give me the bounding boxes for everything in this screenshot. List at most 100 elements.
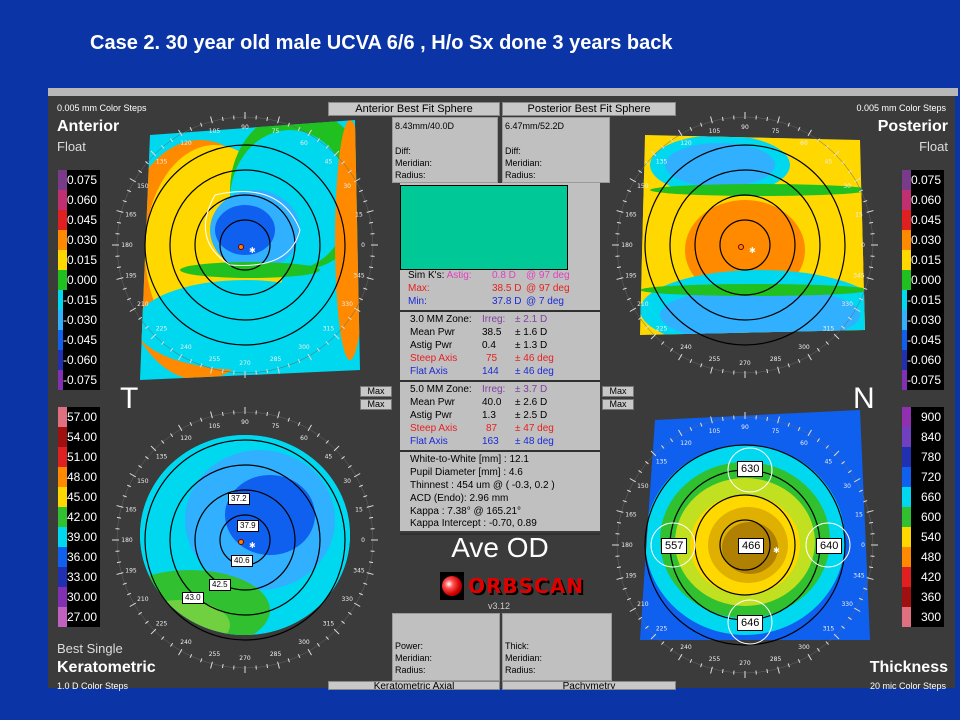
dial-label: 270	[739, 360, 751, 367]
astig-pwr-value: 1.3	[482, 409, 496, 421]
dial-tick	[266, 368, 269, 374]
dial-tick	[363, 200, 368, 203]
dial-label: 285	[770, 356, 782, 363]
scale-swatch	[58, 567, 67, 587]
dial-tick	[307, 129, 312, 137]
dial-tick	[116, 221, 122, 224]
zone-ring	[194, 194, 296, 296]
dial-tick	[341, 325, 345, 329]
dial-label: 270	[739, 660, 751, 667]
dial-label: 315	[323, 325, 335, 332]
dial-tick	[868, 521, 874, 524]
measurements-list: White-to-White [mm] : 12.1 Pupil Diamete…	[400, 454, 600, 531]
dial-tick	[841, 325, 845, 329]
dial-tick	[816, 438, 820, 443]
scale-swatch	[58, 547, 67, 567]
dial-tick	[645, 461, 649, 465]
scale-step: 0.060	[902, 190, 944, 210]
scale-swatch	[58, 587, 67, 607]
scale-step: -0.015	[902, 290, 944, 310]
mean-pwr-sd: ± 2.6 D	[515, 397, 548, 409]
dial-tick	[825, 641, 829, 645]
scale-swatch	[58, 250, 67, 270]
dial-tick	[650, 633, 657, 640]
dial-tick	[277, 411, 280, 419]
scale-step: 420	[902, 567, 944, 587]
simk-max-label: Max:	[408, 282, 430, 294]
zone-ring	[644, 444, 846, 646]
max-button-right-top[interactable]: Max	[602, 386, 634, 397]
scale-step: -0.030	[902, 310, 944, 330]
scale-value: 660	[911, 487, 944, 507]
dial-tick	[816, 347, 820, 352]
max-button-left-bottom[interactable]: Max	[360, 399, 392, 410]
keratometric-value-label: 40.6	[231, 555, 253, 567]
keratometric-value-label: 43.0	[182, 592, 204, 604]
dial-label: 135	[656, 159, 668, 166]
thickness-zone-circle	[650, 522, 696, 568]
dial-label: 30	[843, 483, 851, 490]
zone-ring	[144, 439, 346, 641]
dial-tick	[700, 663, 703, 668]
pupil-center-marker	[738, 244, 744, 250]
dial-tick	[645, 625, 649, 629]
dial-tick	[116, 572, 124, 575]
dial-tick	[700, 363, 703, 368]
dial-tick	[670, 347, 674, 352]
scale-swatch	[902, 487, 911, 507]
scale-step: -0.060	[58, 350, 100, 370]
dial-label: 0	[861, 542, 865, 549]
contour-region	[640, 284, 865, 296]
dial-tick	[661, 341, 665, 345]
scale-swatch	[902, 350, 907, 370]
keratometric-value-label: 37.2	[228, 493, 250, 505]
scale-swatch	[902, 290, 907, 310]
dial-tick	[358, 189, 364, 193]
max-button-right-bottom[interactable]: Max	[602, 399, 634, 410]
pupil-diameter: Pupil Diameter [mm] : 4.6	[410, 467, 523, 479]
dial-tick	[138, 611, 143, 615]
dial-tick	[116, 266, 122, 269]
scale-step: 660	[902, 487, 944, 507]
anterior-best-fit-sphere-button[interactable]: Anterior Best Fit Sphere	[328, 102, 500, 116]
mean-pwr-label: Mean Pwr	[410, 327, 456, 339]
anterior-subtitle: Float	[57, 139, 86, 154]
steep-axis-value: 75	[486, 352, 498, 364]
scale-value: 420	[911, 567, 944, 587]
contour-region	[140, 280, 355, 370]
dial-tick	[145, 325, 149, 329]
dial-tick	[777, 666, 780, 674]
posterior-best-fit-sphere-button[interactable]: Posterior Best Fit Sphere	[502, 102, 676, 116]
dial-tick	[325, 440, 329, 444]
dial-label: 180	[621, 542, 633, 549]
dial-tick	[807, 129, 812, 137]
dial-tick	[363, 495, 368, 498]
dial-tick	[797, 358, 801, 364]
pachymetry-tab[interactable]: Pachymetry	[502, 681, 676, 690]
dial-tick	[116, 277, 124, 280]
dial-tick	[122, 495, 127, 498]
steep-axis-sd: ± 46 deg	[515, 352, 554, 364]
scale-step: 0.075	[902, 170, 944, 190]
dial-tick	[689, 426, 693, 432]
dial-label: 240	[680, 344, 692, 351]
max-button-left-top[interactable]: Max	[360, 386, 392, 397]
scale-value: -0.075	[62, 370, 100, 390]
scale-step: 0.045	[58, 210, 100, 230]
dial-tick	[866, 277, 874, 280]
dial-tick	[816, 647, 820, 652]
dial-tick	[189, 126, 193, 132]
dial-label: 30	[343, 183, 351, 190]
keratometric-axial-tab[interactable]: Keratometric Axial	[328, 681, 500, 690]
keratometric-steps: 1.0 D Color Steps	[57, 681, 129, 691]
scale-value: 0.060	[66, 190, 100, 210]
dial-label: 285	[270, 651, 282, 658]
dial-tick	[221, 411, 224, 417]
scale-swatch	[902, 467, 911, 487]
dial-label: 240	[180, 344, 192, 351]
posterior-subtitle: Float	[919, 139, 948, 154]
vertex-marker: ✱	[773, 546, 780, 555]
scale-value: 0.075	[910, 170, 944, 190]
dial-tick	[626, 489, 632, 493]
